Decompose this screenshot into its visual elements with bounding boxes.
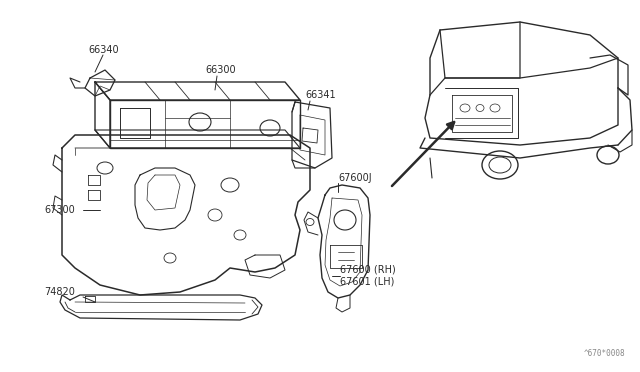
Text: ^670*0008: ^670*0008	[584, 349, 625, 358]
Text: 74820: 74820	[44, 287, 75, 297]
Text: 66340: 66340	[88, 45, 118, 55]
Text: 67300: 67300	[44, 205, 75, 215]
Text: 66341: 66341	[305, 90, 335, 100]
Text: 67600J: 67600J	[338, 173, 372, 183]
Text: 67601 (LH): 67601 (LH)	[340, 277, 394, 287]
Text: 67600 (RH): 67600 (RH)	[340, 265, 396, 275]
Text: 66300: 66300	[205, 65, 236, 75]
